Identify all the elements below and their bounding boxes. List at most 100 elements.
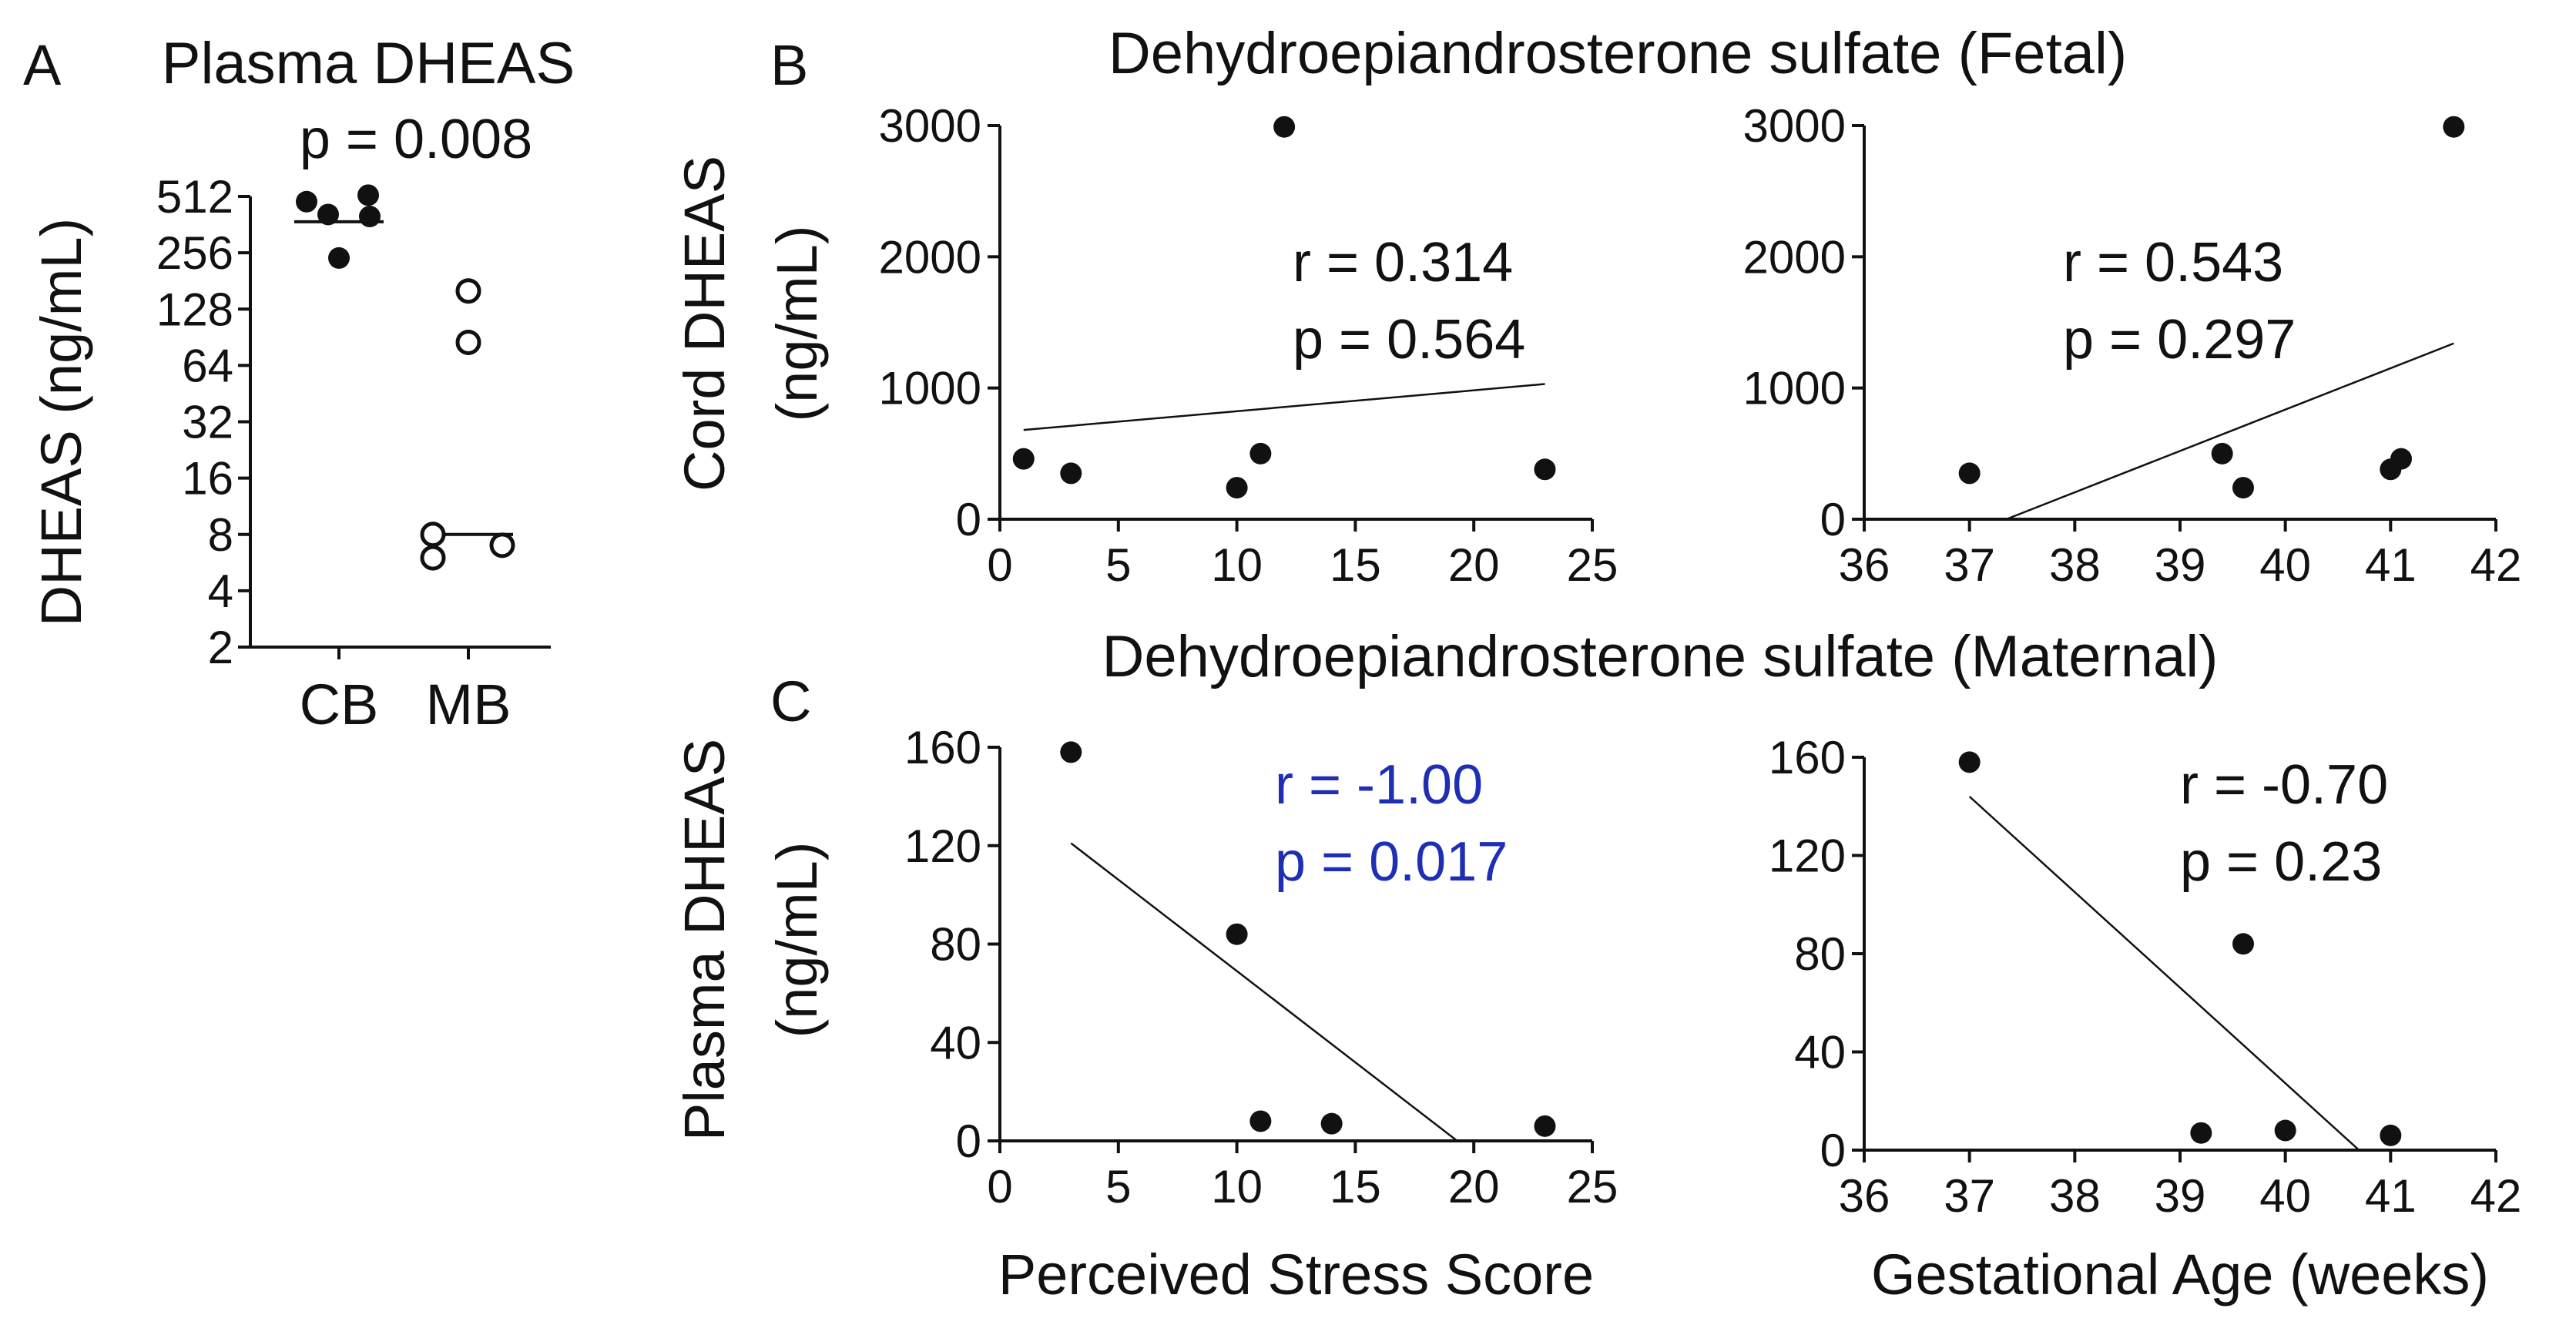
x-tick-label: 40 bbox=[2259, 1170, 2311, 1222]
panel-letter-c: C bbox=[770, 669, 811, 733]
chart-cord-dheas-vs-stress: 0 1000 2000 3000 0 5 10 15 20 25 r = 0.314 p = 0.56… bbox=[673, 100, 1618, 591]
y-tick-label: 128 bbox=[156, 283, 233, 335]
y-tick-label: 1000 bbox=[879, 363, 981, 414]
x-tick-label: 0 bbox=[987, 539, 1012, 591]
data-point bbox=[2390, 448, 2412, 470]
y-tick-label: 160 bbox=[1769, 732, 1846, 783]
panel-letter-a: A bbox=[23, 33, 62, 97]
data-point bbox=[1249, 442, 1272, 465]
y-tick-label: 2 bbox=[208, 622, 233, 673]
mb-data-point bbox=[455, 278, 481, 304]
panel-letter-b: B bbox=[770, 33, 808, 97]
data-point bbox=[2274, 1119, 2296, 1142]
y-tick-label: 80 bbox=[1794, 928, 1846, 980]
cb-data-point bbox=[359, 206, 381, 228]
data-point bbox=[1958, 751, 1981, 773]
x-tick-label: 20 bbox=[1448, 1161, 1500, 1213]
x-tick-label: 38 bbox=[2049, 1170, 2101, 1222]
y-axis-label: Cord DHEAS bbox=[673, 156, 736, 491]
regression-line bbox=[2006, 342, 2454, 521]
y-tick-label: 120 bbox=[1769, 830, 1846, 882]
data-point bbox=[2232, 933, 2254, 955]
correlation-r: r = 0.543 bbox=[2063, 232, 2283, 294]
data-point bbox=[1534, 1115, 1556, 1137]
x-tick-label: 42 bbox=[2470, 1170, 2522, 1222]
correlation-p: p = 0.564 bbox=[1293, 309, 1525, 371]
chart-plasma-dheas-vs-stress: 0 40 80 120 160 0 5 10 15 20 25 r = -1.00 p = 0.017 P… bbox=[673, 722, 1618, 1307]
cb-data-point bbox=[296, 190, 317, 213]
x-tick-label: 5 bbox=[1105, 539, 1131, 591]
y-tick-label: 64 bbox=[182, 340, 233, 391]
correlation-r: r = 0.314 bbox=[1293, 232, 1513, 294]
data-point bbox=[1320, 1112, 1343, 1135]
data-point bbox=[1012, 448, 1035, 470]
mb-data-point bbox=[420, 545, 446, 571]
data-point bbox=[1060, 462, 1082, 485]
cb-data-point bbox=[328, 247, 350, 269]
y-axis-label: (ng/mL) bbox=[765, 226, 829, 422]
data-point bbox=[2232, 477, 2254, 499]
chart-plasma-dheas-vs-gestational-age: 0 40 80 120 160 36 37 38 39 40 41 42 r = -0.70 p = 0.… bbox=[1769, 732, 2521, 1307]
data-point bbox=[2380, 1124, 2402, 1146]
x-tick-label: 5 bbox=[1105, 1161, 1131, 1213]
y-axis-label: (ng/mL) bbox=[765, 842, 829, 1038]
data-point bbox=[1958, 462, 1981, 485]
y-tick-label: 512 bbox=[156, 171, 233, 223]
x-tick-label: 37 bbox=[1944, 1170, 1995, 1222]
y-tick-label: 2000 bbox=[1743, 231, 1846, 283]
regression-line bbox=[1023, 383, 1545, 431]
y-tick-label: 16 bbox=[182, 453, 233, 505]
data-point bbox=[1226, 923, 1248, 945]
data-point bbox=[2211, 442, 2233, 465]
data-point bbox=[1060, 741, 1082, 763]
x-tick-label: 25 bbox=[1567, 1161, 1618, 1213]
x-tick-label: 25 bbox=[1567, 539, 1618, 591]
y-tick-label: 32 bbox=[182, 397, 233, 448]
x-tick-label: 15 bbox=[1330, 1161, 1381, 1213]
data-point bbox=[1226, 477, 1248, 499]
data-point bbox=[2443, 116, 2465, 138]
x-tick-label: 42 bbox=[2470, 539, 2522, 591]
y-tick-label: 0 bbox=[956, 1115, 981, 1167]
y-tick-label: 2000 bbox=[879, 231, 981, 283]
y-tick-label: 0 bbox=[1820, 1125, 1846, 1176]
y-tick-label: 0 bbox=[956, 494, 981, 545]
cb-data-point bbox=[317, 203, 339, 226]
regression-line bbox=[1070, 842, 1458, 1142]
regression-line bbox=[1968, 796, 2360, 1151]
x-tick-label: 36 bbox=[1839, 539, 1890, 591]
mb-data-point bbox=[455, 329, 481, 355]
y-tick-label: 256 bbox=[156, 227, 233, 279]
data-point bbox=[2190, 1122, 2212, 1144]
panel-b-title: Dehydroepiandrosterone sulfate (Fetal) bbox=[1109, 21, 2127, 86]
x-tick-label: 36 bbox=[1839, 1170, 1890, 1222]
data-point bbox=[1534, 458, 1556, 481]
mb-data-point bbox=[420, 522, 446, 548]
x-tick-label: 20 bbox=[1448, 539, 1500, 591]
x-tick-label: 40 bbox=[2259, 539, 2311, 591]
x-tick-label: 39 bbox=[2155, 539, 2206, 591]
correlation-r: r = -0.70 bbox=[2180, 754, 2388, 816]
x-tick-label: 41 bbox=[2365, 539, 2417, 591]
x-axis-label: Perceived Stress Score bbox=[998, 1243, 1594, 1307]
data-point bbox=[1249, 1110, 1272, 1132]
p-value-annotation: p = 0.008 bbox=[300, 109, 532, 170]
chart-title: Plasma DHEAS bbox=[162, 31, 575, 96]
y-tick-label: 40 bbox=[1794, 1027, 1846, 1078]
cb-data-point bbox=[357, 184, 379, 206]
x-category-label: CB bbox=[300, 673, 379, 736]
x-tick-label: 0 bbox=[987, 1161, 1012, 1213]
correlation-p: p = 0.23 bbox=[2180, 831, 2382, 893]
y-tick-label: 120 bbox=[904, 820, 981, 872]
y-tick-label: 4 bbox=[208, 565, 233, 617]
panel-c-title: Dehydroepiandrosterone sulfate (Maternal… bbox=[1102, 624, 2218, 689]
y-tick-label: 1000 bbox=[1743, 363, 1846, 414]
data-point bbox=[1273, 116, 1296, 138]
chart-cord-dheas-vs-gestational-age: 0 1000 2000 3000 36 37 38 39 40 41 42 r = 0.543 p = … bbox=[1743, 100, 2522, 591]
x-tick-label: 10 bbox=[1211, 1161, 1263, 1213]
x-axis-label: Gestational Age (weeks) bbox=[1871, 1243, 2489, 1307]
x-tick-label: 10 bbox=[1211, 539, 1263, 591]
x-tick-label: 38 bbox=[2049, 539, 2101, 591]
